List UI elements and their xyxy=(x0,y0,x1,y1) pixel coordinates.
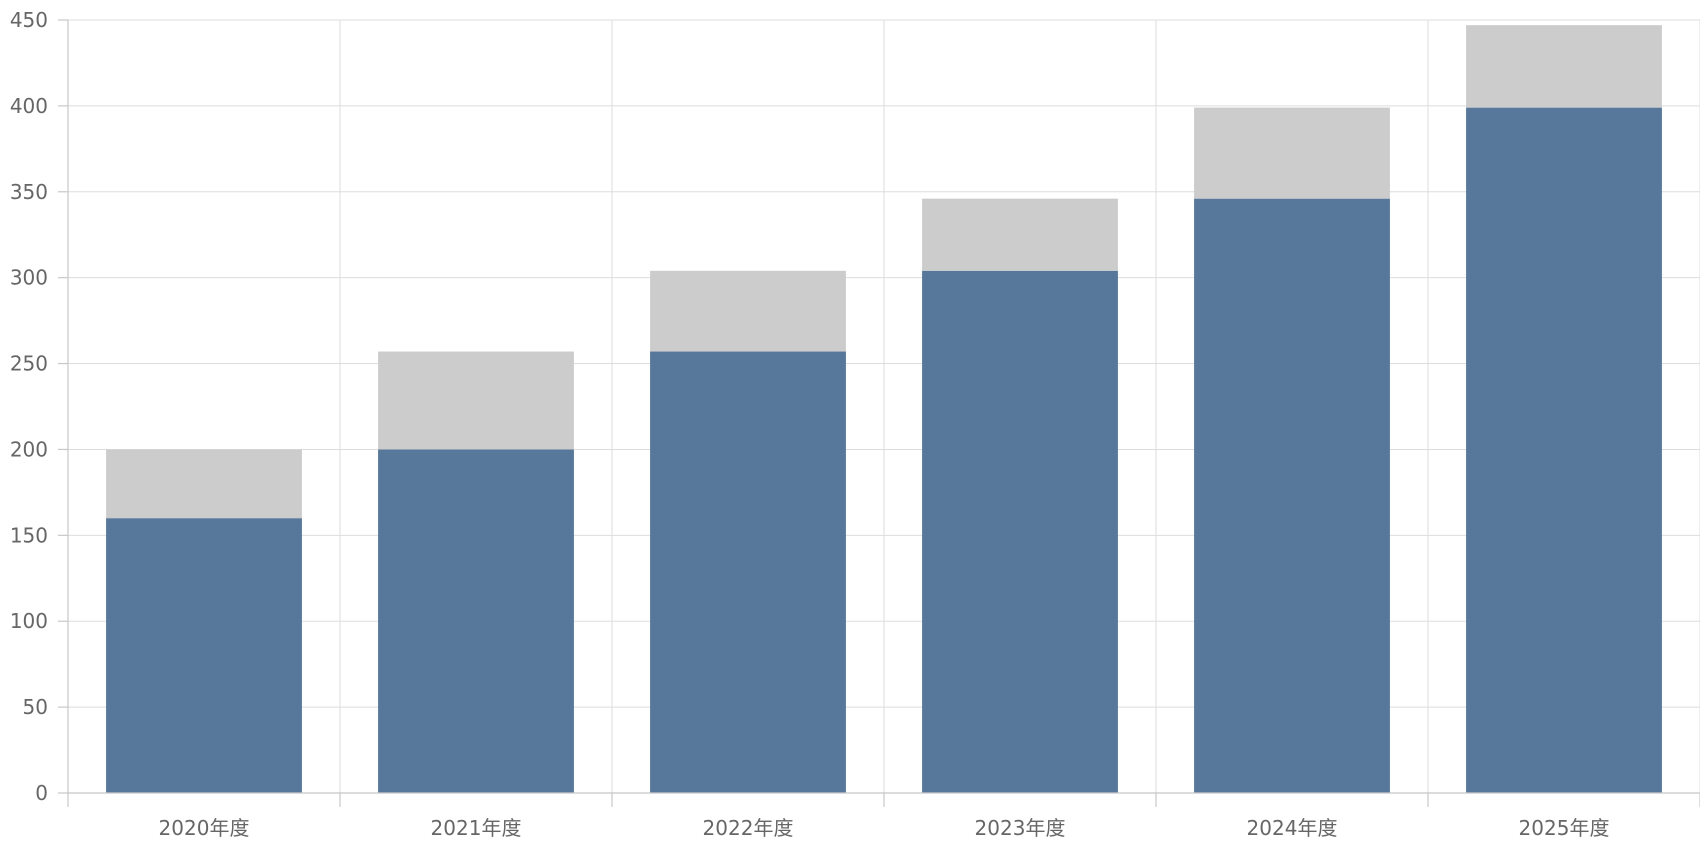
bar-2-4 xyxy=(1194,107,1390,199)
x-tick-label-4: 2024年度 xyxy=(1247,816,1338,840)
y-tick-label-300: 300 xyxy=(10,266,48,290)
x-tick-label-0: 2020年度 xyxy=(159,816,250,840)
bar-1-4 xyxy=(1194,198,1390,793)
y-tick-label-0: 0 xyxy=(35,781,48,805)
y-tick-label-200: 200 xyxy=(10,437,48,461)
y-tick-label-400: 400 xyxy=(10,94,48,118)
x-tick-label-5: 2025年度 xyxy=(1519,816,1610,840)
y-tick-labels: 0 50 100 150 200 250 300 350 400 450 xyxy=(10,8,48,805)
y-tick-label-250: 250 xyxy=(10,352,48,376)
x-tick-label-3: 2023年度 xyxy=(975,816,1066,840)
bar-1-0 xyxy=(106,518,302,793)
bar-1-1 xyxy=(378,449,574,793)
bar-1-2 xyxy=(650,351,846,793)
bar-1-5 xyxy=(1466,107,1662,793)
bar-2-0 xyxy=(106,449,302,519)
y-tick-label-350: 350 xyxy=(10,180,48,204)
bar-1-3 xyxy=(922,270,1118,794)
bar-2-5 xyxy=(1466,25,1662,108)
y-tick-label-50: 50 xyxy=(23,695,48,719)
y-tick-label-100: 100 xyxy=(10,609,48,633)
x-tick-label-2: 2022年度 xyxy=(703,816,794,840)
vertical-gridlines xyxy=(339,20,1700,793)
bar-2-1 xyxy=(378,351,574,450)
bar-2-3 xyxy=(922,198,1118,271)
x-tick-labels: 2020年度 2021年度 2022年度 2023年度 2024年度 2025年度 xyxy=(159,816,1610,840)
x-tick-label-1: 2021年度 xyxy=(431,816,522,840)
bar-2-2 xyxy=(650,270,846,352)
axes xyxy=(58,19,1700,807)
bars xyxy=(106,25,1662,794)
y-tick-label-450: 450 xyxy=(10,8,48,32)
y-tick-label-150: 150 xyxy=(10,523,48,547)
